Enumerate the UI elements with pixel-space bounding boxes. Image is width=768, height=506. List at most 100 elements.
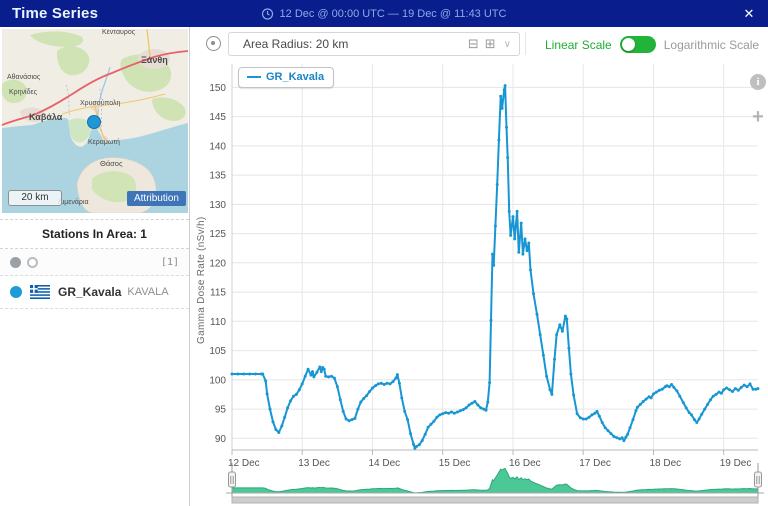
scrollbar-thumb[interactable] bbox=[231, 496, 759, 504]
series-point bbox=[638, 402, 642, 406]
pager-dot-inactive[interactable] bbox=[27, 256, 38, 268]
chart-legend[interactable]: GR_Kavala bbox=[238, 67, 335, 88]
map[interactable]: Κένταυρος Ξάνθη Αθανάσιος Κρηνίδες Χρυσούπολ… bbox=[2, 29, 188, 213]
series-point bbox=[492, 263, 496, 267]
series-point bbox=[538, 333, 542, 337]
series-point bbox=[444, 411, 448, 415]
navigator-handle-left[interactable] bbox=[228, 471, 236, 488]
map-label: Κένταυρος bbox=[102, 29, 136, 36]
series-point bbox=[634, 409, 638, 413]
series-point bbox=[578, 416, 582, 420]
series-point bbox=[672, 385, 676, 389]
series-point bbox=[678, 394, 682, 398]
series-point bbox=[318, 365, 322, 369]
series-point bbox=[362, 397, 366, 400]
scale-toggle[interactable] bbox=[619, 36, 656, 53]
y-tick-label: 145 bbox=[209, 112, 226, 123]
series-point bbox=[341, 409, 345, 413]
target-icon[interactable] bbox=[206, 36, 221, 51]
series-point bbox=[714, 392, 718, 396]
y-axis-title: Gamma Dose Rate (nSv/h) bbox=[196, 216, 207, 344]
x-tick-label: 14 Dec bbox=[368, 458, 400, 469]
series-point bbox=[717, 390, 721, 394]
map-attribution-button[interactable]: Attribution bbox=[126, 191, 186, 206]
series-point bbox=[406, 418, 410, 422]
series-point bbox=[509, 233, 513, 237]
series-point bbox=[550, 392, 554, 396]
series-point bbox=[521, 252, 525, 256]
series-point bbox=[253, 372, 257, 376]
series-point bbox=[236, 372, 240, 376]
series-point bbox=[563, 314, 567, 318]
series-point bbox=[365, 394, 369, 398]
series-point bbox=[690, 413, 693, 417]
series-point bbox=[523, 237, 527, 241]
series-point bbox=[567, 346, 571, 350]
series-point bbox=[711, 394, 715, 398]
plus-icon[interactable]: + bbox=[752, 106, 764, 128]
series-point bbox=[447, 411, 451, 415]
series-point bbox=[426, 425, 430, 429]
radius-increase-icon[interactable]: ⊞ bbox=[484, 36, 496, 51]
x-tick-label: 15 Dec bbox=[439, 458, 471, 469]
series-point bbox=[502, 88, 506, 92]
series-point bbox=[385, 381, 389, 385]
series-point bbox=[303, 374, 307, 378]
series-point bbox=[286, 406, 290, 410]
pager-dot-active[interactable] bbox=[10, 256, 21, 268]
series-point bbox=[271, 420, 275, 424]
y-tick-label: 150 bbox=[209, 83, 226, 94]
series-point bbox=[395, 373, 399, 377]
series-point bbox=[315, 370, 319, 374]
series-point bbox=[670, 383, 674, 386]
series-point bbox=[452, 411, 456, 415]
map-road-north bbox=[146, 29, 151, 57]
chart-area: 90 95 100 105 110 115 120 125 130 135 140 145 150 12 … bbox=[190, 60, 768, 506]
series-point bbox=[292, 394, 295, 398]
series-point bbox=[706, 402, 710, 406]
series-point bbox=[626, 432, 630, 436]
series-point bbox=[731, 390, 734, 393]
series-point bbox=[467, 403, 471, 407]
map-scale: 20 km bbox=[8, 190, 62, 206]
series-point bbox=[527, 241, 531, 245]
series-point bbox=[382, 383, 386, 386]
series-point bbox=[584, 417, 588, 421]
series-point bbox=[748, 382, 752, 386]
series-point bbox=[400, 396, 404, 400]
station-row[interactable]: GR_Kavala KAVALA bbox=[0, 276, 189, 309]
series-point bbox=[488, 381, 492, 385]
area-radius-control[interactable]: Area Radius: 20 km ⊟ ⊞ ∨ bbox=[228, 32, 520, 56]
close-button[interactable]: ✕ bbox=[743, 6, 755, 21]
series-point bbox=[609, 432, 613, 436]
station-marker[interactable] bbox=[87, 115, 101, 129]
navigator-handle-right[interactable] bbox=[754, 471, 762, 488]
series-point bbox=[728, 388, 732, 392]
info-icon[interactable]: i bbox=[750, 74, 766, 90]
y-tick-label: 140 bbox=[209, 141, 226, 152]
series-point bbox=[649, 396, 653, 400]
series-point bbox=[641, 400, 645, 403]
legend-line-symbol bbox=[247, 76, 261, 78]
series-point bbox=[261, 372, 265, 376]
chevron-down-icon[interactable]: ∨ bbox=[503, 38, 511, 50]
series-point bbox=[558, 323, 562, 327]
y-tick-label: 120 bbox=[209, 258, 226, 269]
radius-decrease-icon[interactable]: ⊟ bbox=[467, 36, 479, 51]
series-point bbox=[268, 407, 272, 411]
navigator-area[interactable] bbox=[231, 467, 759, 494]
series-point bbox=[500, 106, 504, 110]
stations-pager: [1] bbox=[0, 249, 189, 276]
toggle-knob bbox=[621, 38, 635, 51]
series-point bbox=[473, 400, 477, 403]
series-point bbox=[719, 391, 723, 395]
series-point bbox=[435, 415, 439, 419]
series-point bbox=[675, 389, 679, 393]
series-point bbox=[347, 419, 351, 423]
timeseries-chart[interactable]: 90 95 100 105 110 115 120 125 130 135 140 145 150 12 … bbox=[190, 60, 768, 506]
series-point bbox=[338, 398, 342, 402]
series-point bbox=[379, 381, 383, 385]
series-point bbox=[294, 392, 298, 396]
series-point bbox=[700, 412, 704, 416]
series-point bbox=[312, 375, 316, 379]
